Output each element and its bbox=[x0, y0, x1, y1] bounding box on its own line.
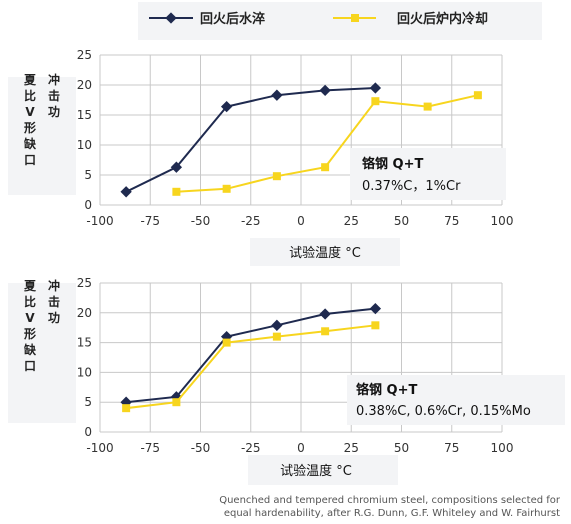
chart-bottom-series-1-point bbox=[271, 319, 283, 331]
legend-box bbox=[138, 2, 542, 40]
chart-bottom-xtick-label: 75 bbox=[444, 441, 459, 455]
chart-bottom-annotation-box bbox=[347, 375, 565, 425]
chart-top-series-2-point bbox=[172, 187, 181, 196]
chart-bottom-xtick-label: -25 bbox=[241, 441, 261, 455]
chart-top-xtick-label: 100 bbox=[491, 214, 514, 228]
chart-bottom-series-1-point bbox=[319, 308, 331, 320]
chart-top-xlabel-box bbox=[250, 238, 400, 266]
chart-bottom-series-1-point bbox=[369, 302, 382, 315]
credit-line-2: equal hardenability, after R.G. Dunn, G.… bbox=[224, 508, 560, 519]
chart-top-ylabel-col-2: 冲击功 bbox=[48, 72, 60, 119]
chart-bottom-series-line-2 bbox=[126, 324, 376, 410]
chart-bottom-ytick-label: 0 bbox=[84, 425, 92, 439]
chart-bottom-series-line-1 bbox=[126, 307, 376, 404]
chart-bottom-xtick-label: 100 bbox=[491, 441, 514, 455]
chart-top-xlabel: 试验温度 °C bbox=[289, 245, 361, 261]
chart-top-ytick-label: 10 bbox=[77, 138, 92, 152]
chart-top-xtick-label: -75 bbox=[140, 214, 160, 228]
chart-bottom-ytick-label: 20 bbox=[77, 306, 92, 320]
chart-bottom-xlabel-group: 试验温度 °C bbox=[248, 455, 398, 485]
chart-top-series-1-point bbox=[170, 161, 183, 173]
chart-bottom-ytick-label: 5 bbox=[84, 395, 92, 409]
chart-top-ytick-label: 0 bbox=[84, 198, 92, 212]
chart-top-ylabel-box bbox=[8, 77, 76, 195]
chart-top-xtick-label: -50 bbox=[191, 214, 211, 228]
chart-top-ytick-label: 15 bbox=[77, 108, 92, 122]
chart-bottom-ytick-label: 25 bbox=[77, 276, 92, 290]
chart-bottom-xtick-label: 0 bbox=[297, 441, 305, 455]
chart-top-series-1-point bbox=[120, 186, 132, 198]
chart-bottom-annotation-title: 铬钢 Q+T bbox=[356, 382, 417, 398]
chart-top-xtick-label: 50 bbox=[394, 214, 409, 228]
chart-top-series-2-point bbox=[272, 172, 281, 181]
chart-bottom-annotation: 铬钢 Q+T 0.38%C, 0.6%Cr, 0.15%Mo bbox=[347, 375, 565, 425]
chart-top-series-2-point bbox=[473, 91, 482, 100]
chart-top-annotation-composition: 0.37%C，1%Cr bbox=[362, 179, 461, 194]
credit: Quenched and tempered chromium steel, co… bbox=[219, 495, 561, 519]
chart-top-series-2-point bbox=[222, 184, 231, 193]
chart-bottom-ticks: 0 5 10 15 20 25 -100 -75 -50 -25 0 25 50 75 100 bbox=[77, 276, 514, 455]
chart-bottom-xtick-label: -50 bbox=[191, 441, 211, 455]
chart-bottom-series-2-point bbox=[272, 332, 281, 341]
chart-bottom-gridlines bbox=[99, 282, 503, 433]
legend-label-water-quench: 回火后水淬 bbox=[200, 11, 265, 27]
chart-top-series-2-point bbox=[321, 163, 330, 172]
chart-top-xtick-label: 25 bbox=[344, 214, 359, 228]
chart-top-series-1-point bbox=[319, 84, 331, 97]
chart-top-annotation: 铬钢 Q+T 0.37%C，1%Cr bbox=[350, 148, 506, 200]
chart-bottom-series-2-point bbox=[172, 398, 181, 407]
chart-bottom-series-2-point bbox=[321, 327, 330, 336]
chart-top-series-line-1 bbox=[125, 87, 376, 193]
chart-top-annotation-box bbox=[350, 148, 506, 200]
chart-top-series-2-point bbox=[423, 102, 432, 111]
chart-bottom-xtick-label: 25 bbox=[344, 441, 359, 455]
chart-bottom-ylabel-col-2: 冲击功 bbox=[48, 278, 60, 325]
chart-top-xtick-label: 0 bbox=[297, 214, 305, 228]
legend-label-furnace-cool: 回火后炉内冷却 bbox=[397, 11, 488, 27]
chart-top-xtick-label: -25 bbox=[241, 214, 261, 228]
chart-top-ytick-label: 20 bbox=[77, 78, 92, 92]
chart-top-xlabel-group: 试验温度 °C bbox=[250, 238, 400, 266]
chart-top-series-1-point bbox=[271, 89, 283, 101]
chart-bottom-ylabel-col-1: 夏比 V 形缺口 bbox=[24, 279, 37, 373]
chart-top-ylabel-col-1: 夏比 V 形缺口 bbox=[24, 73, 37, 167]
chart-bottom-xtick-label: 50 bbox=[394, 441, 409, 455]
chart-top-xtick-label: -100 bbox=[86, 214, 113, 228]
chart-top-ytick-label: 25 bbox=[77, 48, 92, 62]
chart-bottom-annotation-composition: 0.38%C, 0.6%Cr, 0.15%Mo bbox=[356, 404, 531, 419]
chart-bottom-ylabel-box bbox=[8, 283, 76, 423]
legend: 回火后水淬 回火后炉内冷却 bbox=[138, 2, 542, 40]
chart-bottom-xlabel-box bbox=[248, 455, 398, 485]
chart-top-ticks: 0 5 10 15 20 25 -100 -75 -50 -25 0 25 50 75 100 bbox=[77, 48, 514, 228]
chart-bottom-ytick-label: 15 bbox=[77, 336, 92, 350]
chart-bottom-ytick-label: 10 bbox=[77, 365, 92, 379]
chart-bottom-series-2-point bbox=[222, 338, 231, 347]
credit-line-1: Quenched and tempered chromium steel, co… bbox=[219, 495, 561, 506]
chart-bottom-xlabel: 试验温度 °C bbox=[280, 463, 352, 479]
chart-bottom-series bbox=[120, 302, 382, 413]
chart-top-annotation-title: 铬钢 Q+T bbox=[362, 156, 423, 172]
legend-marker-furnace-cool bbox=[351, 14, 359, 22]
chart-bottom-xtick-label: -75 bbox=[140, 441, 160, 455]
chart-top-series-1-point bbox=[369, 82, 382, 94]
chart-top-series-2-point bbox=[371, 97, 380, 106]
chart-bottom-series-2-point bbox=[122, 404, 131, 413]
chart-bottom-xtick-label: -100 bbox=[86, 441, 113, 455]
chart-bottom-series-2-point bbox=[371, 321, 380, 330]
chart-top-ytick-label: 5 bbox=[84, 168, 92, 182]
chart-top-xtick-label: 75 bbox=[444, 214, 459, 228]
